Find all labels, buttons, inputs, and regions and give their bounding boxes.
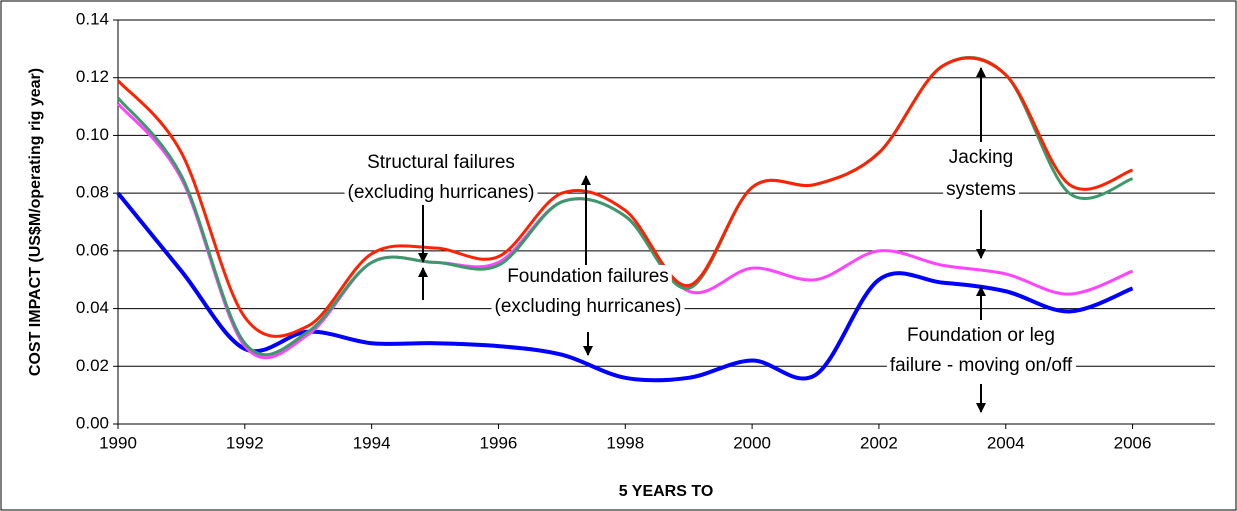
y-tick-label: 0.10 (76, 125, 109, 144)
x-tick-label: 2002 (860, 433, 898, 452)
x-tick-label: 2006 (1114, 433, 1152, 452)
annotation-arrows (418, 67, 986, 413)
annotation: (excluding hurricanes) (348, 182, 535, 203)
annotation: Structural failures (367, 152, 515, 173)
annotation-bg (491, 295, 685, 319)
annotation: (excluding hurricanes) (495, 296, 682, 317)
annotation-bg (943, 178, 1019, 202)
annotation-bg (904, 324, 1058, 348)
y-tick-label: 0.00 (76, 413, 109, 432)
annotation: Foundation failures (507, 266, 669, 287)
y-tick-label: 0.08 (76, 183, 109, 202)
y-axis-title: COST IMPACT (US$M/operating rig year) (27, 68, 44, 376)
annotation: systems (946, 179, 1016, 200)
annotation-bg (344, 181, 538, 205)
x-tick-label: 2004 (987, 433, 1025, 452)
x-tick-label: 1998 (606, 433, 644, 452)
series-line (116, 56, 1134, 338)
y-tick-label: 0.02 (76, 356, 109, 375)
annotation-bg (504, 265, 672, 289)
x-axis-title: 5 YEARS TO (619, 483, 714, 500)
y-tick-label: 0.04 (76, 298, 109, 317)
annotation: failure - moving on/off (890, 355, 1073, 376)
annotation-bg (886, 354, 1076, 378)
x-tick-label: 1994 (353, 433, 391, 452)
x-tick-label: 2000 (733, 433, 771, 452)
y-tick-label: 0.06 (76, 240, 109, 259)
y-tick-label: 0.12 (76, 67, 109, 86)
x-tick-label: 1992 (226, 433, 264, 452)
annotation-bg (945, 146, 1017, 170)
series-line (116, 191, 1134, 383)
annotation: Foundation or leg (907, 325, 1055, 346)
annotation: Jacking (949, 147, 1013, 168)
x-tick-label: 1990 (99, 433, 137, 452)
x-tick-label: 1996 (480, 433, 518, 452)
annotation-bg (364, 151, 518, 175)
y-tick-label: 0.14 (76, 9, 109, 28)
